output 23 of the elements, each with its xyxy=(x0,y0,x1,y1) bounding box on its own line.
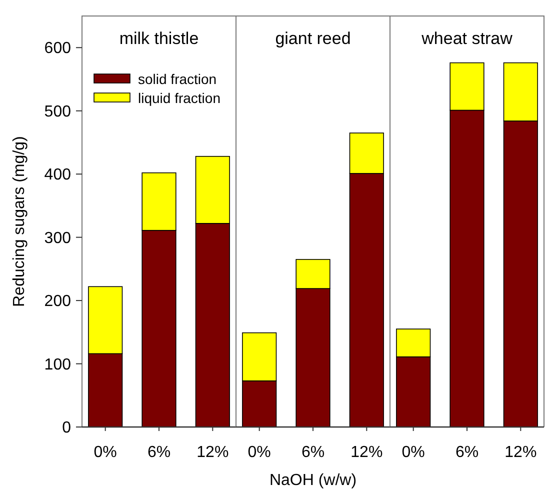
y-axis-title: Reducing sugars (mg/g) xyxy=(11,136,28,307)
y-tick-label: 500 xyxy=(44,103,72,120)
x-tick-label: 0% xyxy=(402,444,425,461)
y-tick-label: 400 xyxy=(44,166,72,184)
text: giant reed xyxy=(275,29,351,48)
x-tick-label: 12% xyxy=(504,444,537,461)
legend-label: liquid fraction xyxy=(138,90,220,106)
y-tick-label: 300 xyxy=(44,230,72,247)
y-tick-label: 200 xyxy=(44,293,72,310)
x-tick-label: 12% xyxy=(196,444,229,461)
x-tick-label: 0% xyxy=(248,444,271,461)
x-tick-label: 6% xyxy=(301,444,325,461)
y-tick-label: 0 xyxy=(62,420,72,437)
text: wheat straw xyxy=(420,29,514,48)
x-tick-label: 6% xyxy=(455,444,479,461)
x-tick-label: 0% xyxy=(94,444,117,461)
x-axis-title: NaOH (w/w) xyxy=(269,472,357,489)
y-tick-label: 100 xyxy=(44,356,72,374)
x-tick-label: 6% xyxy=(147,444,171,461)
y-tick-label: 600 xyxy=(44,40,72,58)
x-tick-label: 12% xyxy=(350,444,383,461)
legend-label: solid fraction xyxy=(138,70,217,87)
text: milk thistle xyxy=(119,29,199,48)
